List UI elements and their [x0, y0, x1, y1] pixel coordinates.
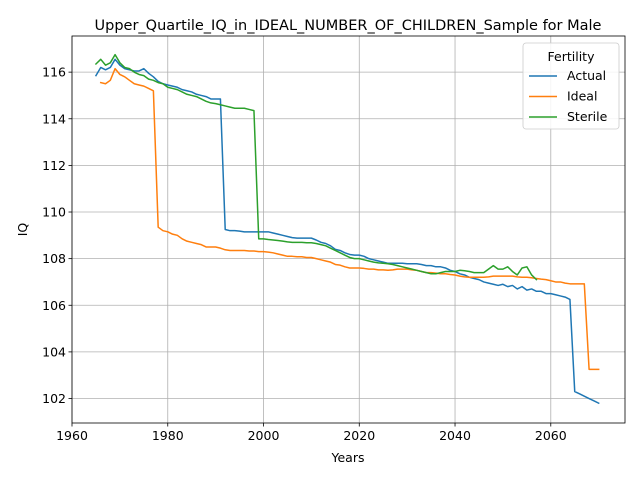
legend-title: Fertility [548, 49, 596, 64]
plot-frame [71, 35, 626, 424]
series-line-actual [94, 58, 600, 405]
y-tick-label: 112 [42, 158, 66, 173]
legend: Fertility Actual Ideal Sterile [522, 42, 620, 130]
y-tick-label: 106 [42, 298, 66, 313]
y-tick-label: 116 [42, 65, 66, 80]
x-axis-label: Years [331, 450, 365, 465]
x-tick-label: 1980 [152, 428, 184, 443]
y-axis-label: IQ [15, 223, 30, 237]
y-tick-label: 104 [42, 344, 66, 359]
x-tick-label: 2020 [343, 428, 375, 443]
legend-label-ideal: Ideal [567, 89, 597, 104]
legend-label-sterile: Sterile [567, 109, 608, 124]
series-line-ideal [99, 67, 600, 371]
legend-label-actual: Actual [567, 68, 606, 83]
grid [71, 36, 625, 423]
legend-box [522, 42, 620, 130]
x-tick-label: 1960 [56, 428, 88, 443]
x-tick-label: 2040 [439, 428, 471, 443]
chart-title: Upper_Quartile_IQ_in_IDEAL_NUMBER_OF_CHI… [95, 18, 602, 34]
y-tick-label: 102 [42, 391, 66, 406]
series-line-sterile [94, 53, 538, 281]
y-tick-label: 114 [42, 111, 66, 126]
x-tick-label: 2060 [535, 428, 567, 443]
x-tick-label: 2000 [248, 428, 280, 443]
series-lines [94, 53, 600, 405]
y-tick-label: 110 [42, 205, 66, 220]
y-tick-label: 108 [42, 251, 66, 266]
axis-ticks: 1960 1980 2000 2020 2040 2060 102 104 106 108 110 1… [42, 65, 567, 443]
legend-entries: Actual Ideal Sterile [529, 68, 608, 124]
